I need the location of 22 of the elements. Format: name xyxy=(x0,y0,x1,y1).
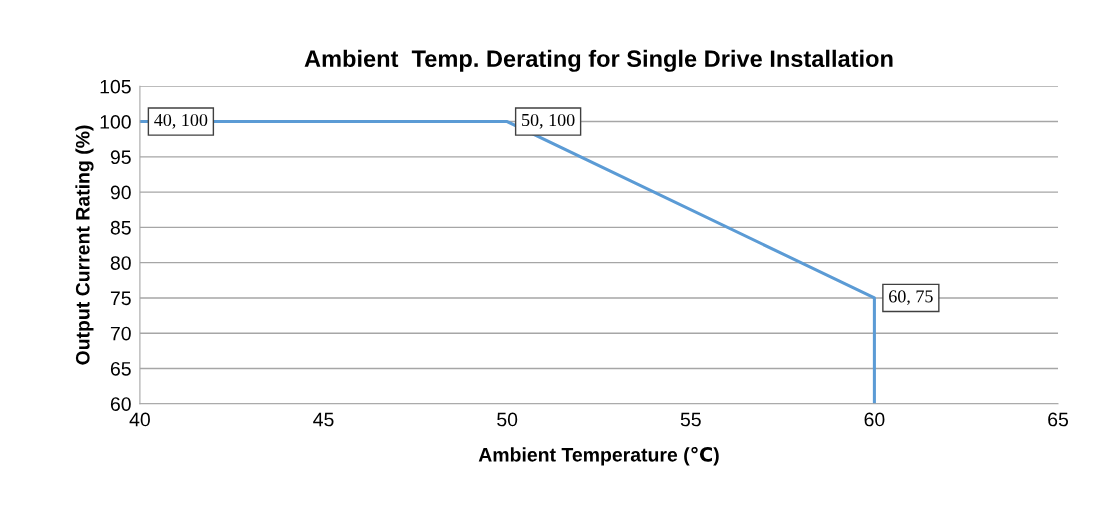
x-tick-label: 65 xyxy=(1048,412,1069,427)
y-tick-label: 100 xyxy=(100,115,131,129)
y-tick-label: 95 xyxy=(110,150,131,165)
y-tick-label: 80 xyxy=(110,256,131,270)
x-tick-label: 60 xyxy=(864,412,885,427)
y-tick-label: 90 xyxy=(110,185,131,200)
x-tick-label: 45 xyxy=(313,412,334,427)
y-tick-label: 85 xyxy=(110,220,131,235)
data-label: 60, 75 xyxy=(889,290,933,306)
x-tick-label: 40 xyxy=(129,412,150,427)
y-tick-label: 70 xyxy=(110,326,131,341)
x-tick-label: 55 xyxy=(680,412,701,427)
x-tick-label: 50 xyxy=(497,412,518,427)
y-tick-label: 65 xyxy=(110,361,131,376)
data-label: 40, 100 xyxy=(154,113,208,129)
y-tick-label: 105 xyxy=(100,79,131,94)
data-label: 50, 100 xyxy=(522,113,575,129)
chart-title: Ambient Temp. Derating for Single Drive Installation xyxy=(304,49,893,72)
y-tick-label: 75 xyxy=(110,291,131,306)
y-axis-title: Output Current Rating (%) xyxy=(75,125,94,365)
x-axis-title: Ambient Temperature (℃) xyxy=(478,446,719,466)
y-tick-label: 60 xyxy=(110,397,131,411)
